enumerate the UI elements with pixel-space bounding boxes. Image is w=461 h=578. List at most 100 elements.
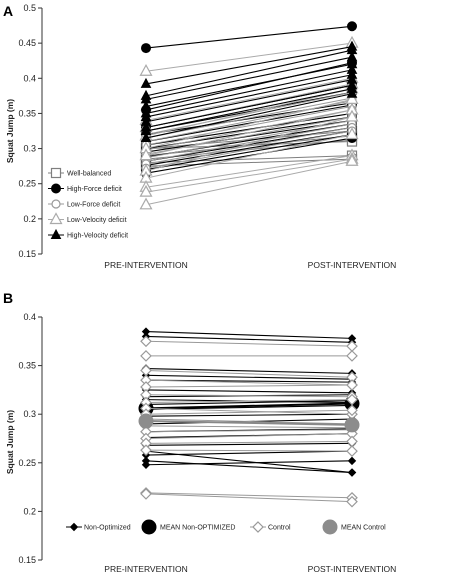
series-line (145, 449, 353, 452)
legend-label: MEAN Control (341, 525, 386, 532)
series-line (145, 141, 353, 150)
series-line (145, 331, 353, 339)
data-point (346, 404, 358, 417)
legend-marker (51, 183, 61, 194)
data-point (347, 21, 357, 32)
series-line (145, 105, 353, 146)
data-point (138, 413, 154, 429)
series-line (145, 429, 353, 433)
y-tick-label: 0.2 (23, 506, 36, 516)
series-line (145, 56, 353, 100)
y-tick-label: 0.2 (23, 214, 36, 224)
legend-marker (50, 167, 62, 179)
legend-marker (50, 228, 62, 239)
data-point (346, 87, 358, 98)
y-tick-label: 0.4 (23, 73, 36, 83)
panel-a-y-axis-label: Squat Jump (m) (5, 99, 15, 163)
panel-b-x-categories: PRE-INTERVENTION POST-INTERVENTION (104, 564, 396, 574)
series-line (145, 25, 353, 49)
data-point (346, 495, 358, 508)
legend-label: Low-Velocity deficit (67, 217, 127, 224)
data-point (140, 77, 152, 88)
series-line (145, 69, 353, 114)
x-category-label: PRE-INTERVENTION (104, 260, 187, 270)
series-line (145, 112, 353, 146)
series-line (145, 98, 353, 150)
y-tick-label: 0.4 (23, 312, 36, 322)
series-line (145, 91, 353, 136)
series-line (145, 413, 353, 417)
data-point (140, 488, 152, 500)
legend-label: High-Force deficit (67, 186, 122, 193)
x-category-label: POST-INTERVENTION (308, 260, 397, 270)
panel-b-y-ticks: 0.15 0.2 0.25 0.3 0.35 0.4 (18, 312, 42, 565)
series-line (145, 409, 353, 415)
series-line (145, 440, 353, 444)
data-point (139, 184, 153, 197)
series-line (145, 133, 353, 171)
series-line (145, 384, 353, 388)
series-line (145, 407, 353, 415)
data-point (344, 417, 360, 433)
x-category-label: PRE-INTERVENTION (104, 564, 187, 574)
data-point (141, 460, 151, 469)
series-line (145, 460, 353, 474)
series-line (145, 46, 353, 85)
legend-marker (69, 522, 79, 532)
data-point (140, 335, 152, 348)
data-point (346, 445, 358, 457)
series-line (145, 109, 353, 151)
series-line (145, 420, 353, 426)
data-point (346, 435, 358, 448)
legend-marker (51, 199, 61, 209)
series-line (145, 158, 353, 167)
series-line (145, 425, 353, 429)
legend-label: MEAN Non-OPTIMIZED (160, 525, 235, 532)
x-category-label: POST-INTERVENTION (308, 564, 397, 574)
panel-a-legend: Well-balanced High-Force deficit Low-Force… (48, 167, 128, 240)
panel-b-legend: Non-Optimized MEAN Non-OPTIMIZED Control ME… (66, 519, 386, 535)
panel-b-letter: B (3, 290, 13, 306)
data-point (345, 127, 359, 140)
series-line (145, 493, 353, 503)
series-line (145, 126, 353, 165)
series-line (145, 402, 353, 410)
series-line (145, 400, 353, 406)
series-line (145, 88, 353, 137)
series-line (145, 394, 353, 398)
y-tick-label: 0.35 (18, 108, 36, 118)
series-line (145, 367, 353, 374)
legend-marker (252, 521, 264, 533)
series-line (145, 79, 353, 123)
legend-label: High-Velocity deficit (67, 233, 128, 240)
series-line (145, 123, 353, 162)
data-point (139, 148, 153, 161)
y-tick-label: 0.15 (18, 249, 36, 259)
data-point (347, 456, 357, 466)
series-line (145, 134, 353, 179)
series-line (145, 42, 353, 72)
series-line (145, 155, 353, 164)
series-line (145, 374, 353, 380)
series-line (145, 63, 353, 107)
y-tick-label: 0.45 (18, 38, 36, 48)
panel-a-chart: A 0.15 0.2 0.25 0.3 0.35 0.4 0.45 0.5 Squat Jum… (3, 3, 396, 270)
series-line (145, 137, 353, 174)
legend-label: Low-Force deficit (67, 202, 120, 209)
series-line (145, 404, 353, 410)
series-line (145, 460, 353, 466)
panel-a-series (139, 21, 359, 210)
series-line (145, 49, 353, 97)
y-tick-label: 0.35 (18, 361, 36, 371)
data-point (139, 197, 153, 210)
series-line (145, 62, 353, 111)
series-line (145, 116, 353, 172)
series-line (145, 155, 353, 188)
data-point (346, 379, 358, 391)
legend-marker (49, 212, 63, 225)
panel-b-chart: B 0.15 0.2 0.25 0.3 0.35 0.4 Squat Jump (m) P… (3, 290, 396, 574)
data-point (140, 444, 152, 457)
data-point (140, 364, 152, 377)
series-line (145, 369, 353, 378)
